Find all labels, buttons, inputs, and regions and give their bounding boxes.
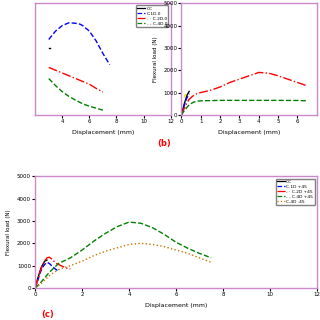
X-axis label: Displacement (mm): Displacement (mm) bbox=[218, 130, 280, 135]
X-axis label: Displacement (mm): Displacement (mm) bbox=[145, 303, 207, 308]
Y-axis label: Flexural load (N): Flexural load (N) bbox=[6, 209, 12, 255]
Y-axis label: Flexural load (N): Flexural load (N) bbox=[153, 36, 158, 82]
Text: (b): (b) bbox=[157, 140, 171, 148]
Legend: CC, C.1D.0, - · C.2D.0, - - C.4D.0: CC, C.1D.0, - · C.2D.0, - - C.4D.0 bbox=[136, 5, 168, 27]
Text: (c): (c) bbox=[41, 310, 53, 319]
Legend: CC, C.1D +45, - · C.2D +45, - - C.4D +45, C.4D .45: CC, C.1D +45, - · C.2D +45, - - C.4D +45… bbox=[276, 179, 315, 205]
X-axis label: Displacement (mm): Displacement (mm) bbox=[72, 130, 134, 135]
